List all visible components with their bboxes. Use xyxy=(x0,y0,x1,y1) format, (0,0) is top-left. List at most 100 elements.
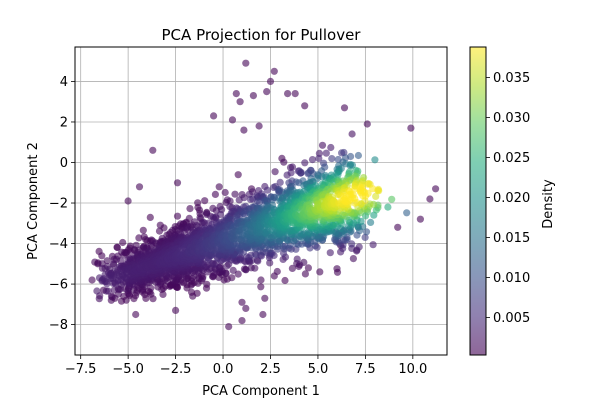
data-point xyxy=(369,185,377,193)
data-point xyxy=(328,155,336,163)
data-point xyxy=(232,90,240,98)
data-point xyxy=(146,213,154,221)
data-point xyxy=(261,294,269,302)
data-point xyxy=(394,223,402,231)
data-point xyxy=(300,258,308,266)
data-point xyxy=(362,228,371,236)
colorbar-tick-label: 0.035 xyxy=(493,71,530,86)
colorbar-tick-label: 0.005 xyxy=(493,311,530,326)
data-point xyxy=(229,266,237,274)
data-point xyxy=(237,254,245,262)
colorbar-gradient xyxy=(470,47,486,355)
data-point xyxy=(259,310,267,319)
data-point xyxy=(372,192,380,200)
data-point xyxy=(326,249,334,257)
data-point xyxy=(284,90,292,98)
data-point xyxy=(374,185,382,193)
data-point xyxy=(240,210,249,218)
data-point xyxy=(340,148,348,157)
data-point xyxy=(301,102,309,110)
data-point xyxy=(173,212,182,220)
data-point xyxy=(403,209,411,217)
data-point xyxy=(226,197,234,205)
data-point xyxy=(384,203,392,211)
colorbar-frame xyxy=(469,46,487,356)
data-point xyxy=(266,259,274,267)
data-point xyxy=(308,156,317,164)
data-point xyxy=(407,124,415,132)
y-tick-label: 0 xyxy=(60,156,68,171)
data-point xyxy=(273,267,281,276)
x-tick-label: 5.0 xyxy=(308,362,329,377)
data-point xyxy=(416,215,424,223)
plot-area-frame xyxy=(74,46,448,356)
x-tick-label: 0.0 xyxy=(213,362,234,377)
data-point xyxy=(155,227,164,235)
data-point xyxy=(426,195,434,203)
data-point xyxy=(266,77,275,85)
y-tick-label: −4 xyxy=(49,237,68,252)
data-point xyxy=(369,241,377,249)
data-point xyxy=(228,116,237,124)
chart-title: PCA Projection for Pullover xyxy=(162,26,362,44)
data-point xyxy=(340,104,349,112)
data-point xyxy=(269,196,277,204)
data-point xyxy=(135,183,144,191)
data-point xyxy=(327,143,335,152)
data-point xyxy=(257,283,265,291)
data-point xyxy=(281,276,289,285)
data-point xyxy=(203,280,211,288)
data-point xyxy=(119,238,127,247)
data-point xyxy=(291,90,299,98)
data-point xyxy=(132,310,140,319)
data-point xyxy=(242,59,250,67)
x-tick-label: −5.0 xyxy=(112,362,144,377)
data-point xyxy=(263,186,271,194)
colorbar-ticks: 0.005 0.010 0.015 0.020 0.025 0.030 0.035 xyxy=(486,71,530,326)
data-point xyxy=(93,287,101,295)
data-point xyxy=(231,190,239,198)
data-point xyxy=(149,146,157,154)
y-tick-label: 4 xyxy=(60,75,68,90)
data-point xyxy=(186,205,194,213)
data-point xyxy=(316,268,324,276)
y-axis-label: PCA Component 2 xyxy=(26,142,41,260)
data-point xyxy=(240,126,248,134)
x-tick-label: 10.0 xyxy=(398,362,427,377)
data-point xyxy=(322,149,330,157)
data-point xyxy=(432,185,440,193)
x-tick-label: −2.5 xyxy=(160,362,192,377)
data-point xyxy=(270,67,278,75)
data-point xyxy=(240,194,248,202)
y-axis-ticks: −8 −6 −4 −2 0 2 4 xyxy=(49,75,75,333)
data-point xyxy=(124,197,132,205)
data-point xyxy=(348,161,356,169)
y-tick-label: −8 xyxy=(49,318,68,333)
data-point xyxy=(347,152,355,161)
x-axis-label: PCA Component 1 xyxy=(202,384,320,399)
data-point xyxy=(301,159,309,167)
data-point xyxy=(371,156,379,164)
data-point xyxy=(101,277,109,285)
data-point xyxy=(361,233,369,241)
data-point xyxy=(242,304,250,312)
colorbar-label: Density xyxy=(541,179,556,229)
data-point xyxy=(234,270,242,278)
data-point xyxy=(355,243,363,251)
data-point xyxy=(225,323,233,331)
data-point xyxy=(247,264,255,272)
data-point xyxy=(172,306,180,314)
data-point xyxy=(88,276,96,284)
data-point xyxy=(271,168,279,176)
colorbar-tick-label: 0.010 xyxy=(493,271,530,286)
data-point xyxy=(147,284,155,292)
data-point xyxy=(210,112,218,120)
data-point xyxy=(139,226,147,234)
x-tick-label: 7.5 xyxy=(355,362,376,377)
data-point xyxy=(304,264,312,272)
data-point xyxy=(127,248,135,256)
data-point xyxy=(348,130,356,138)
colorbar-tick-label: 0.020 xyxy=(493,191,530,206)
data-point xyxy=(349,255,357,263)
